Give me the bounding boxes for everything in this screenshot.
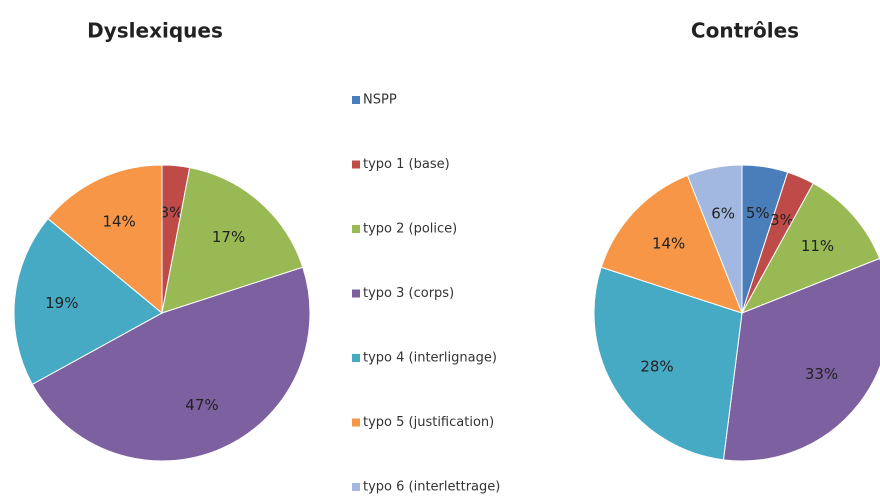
pie-slice [600,174,743,314]
data-label: 6% [711,205,735,223]
legend-swatch [352,160,360,169]
legend-swatch [352,96,360,104]
pie-slice [593,266,743,461]
legend-label: typo 2 (police) [363,222,457,237]
data-label: 3% [770,211,794,229]
pie-slice [31,266,311,462]
pie-slice [47,164,163,315]
legend-label: typo 6 (interlettrage) [363,480,500,495]
data-label: 33% [805,365,838,383]
pie-slice [722,257,880,462]
legend-swatch [352,225,360,233]
legend-swatch [352,354,360,362]
data-label: 11% [801,237,834,255]
legend-swatch [352,418,360,427]
data-label: 47% [185,396,218,414]
data-label: 3% [160,203,184,221]
pie-slice [161,167,304,314]
legend-swatch [352,483,360,491]
data-label: 14% [102,212,135,230]
data-label: 17% [212,228,245,246]
pie-slice [13,217,163,385]
data-label: 14% [652,235,685,253]
data-label: 19% [45,294,78,312]
pie-slice [740,182,880,314]
legend-label: typo 5 (justification) [363,415,494,430]
pie-slice [686,164,743,314]
data-label: 5% [746,204,770,222]
legend-swatch [352,289,360,298]
chart-title: Dyslexiques [87,19,223,43]
legend-label: NSPP [363,93,397,108]
data-label: 28% [640,357,673,375]
legend-label: typo 3 (corps) [363,286,454,301]
legend-label: typo 4 (interlignage) [363,351,497,366]
chart-title: Contrôles [691,19,799,43]
legend-label: typo 1 (base) [363,157,450,172]
